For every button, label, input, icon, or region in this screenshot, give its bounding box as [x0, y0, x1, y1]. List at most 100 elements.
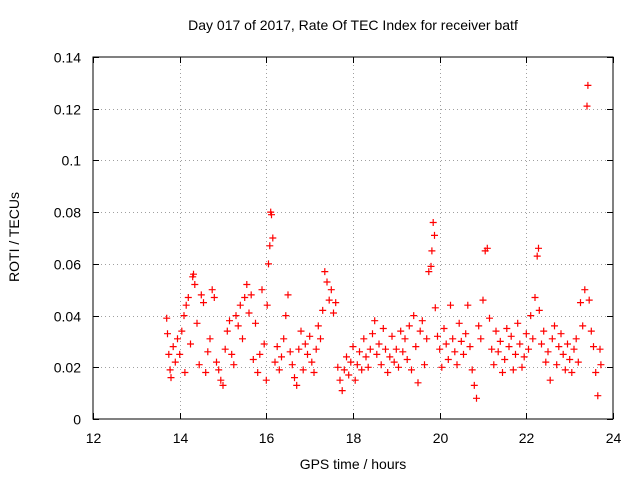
data-point [533, 252, 541, 260]
data-point [176, 350, 184, 358]
data-point [282, 312, 290, 320]
data-point [204, 348, 212, 356]
data-point [358, 366, 366, 374]
data-point [166, 366, 174, 374]
data-point [327, 286, 335, 294]
data-point [375, 340, 383, 348]
data-point [540, 327, 548, 335]
data-point [464, 301, 472, 309]
data-point [512, 350, 519, 358]
data-point [570, 345, 578, 353]
data-point [171, 358, 179, 366]
data-point [181, 369, 189, 376]
data-point [195, 361, 203, 369]
data-point [369, 330, 376, 338]
data-point [208, 286, 216, 294]
data-point [266, 242, 274, 250]
data-point [431, 304, 439, 312]
data-point [421, 361, 428, 369]
x-tick-label: 22 [519, 430, 535, 446]
data-point [457, 337, 465, 345]
x-tick-label: 12 [86, 430, 102, 446]
data-point [505, 343, 513, 351]
data-point [360, 335, 368, 343]
data-point [386, 353, 394, 361]
data-point [364, 363, 372, 371]
data-point [252, 319, 259, 327]
data-point [590, 343, 597, 351]
y-tick-label: 0.02 [54, 360, 81, 376]
data-point [577, 299, 584, 307]
data-point [559, 350, 567, 358]
data-point [535, 306, 543, 314]
grid [93, 57, 613, 419]
data-point [256, 350, 264, 358]
data-point [239, 335, 246, 343]
data-point [373, 350, 381, 358]
data-point [388, 332, 396, 340]
data-point [390, 358, 398, 366]
data-point [163, 314, 171, 322]
data-point [165, 350, 173, 358]
data-point [249, 356, 257, 363]
data-point [473, 394, 480, 402]
data-point [544, 348, 552, 356]
data-point [520, 353, 528, 361]
data-point [475, 322, 483, 330]
data-point [382, 345, 389, 353]
data-point [269, 234, 277, 242]
y-tick-label: 0.04 [54, 309, 81, 325]
data-point [232, 312, 240, 320]
data-point [395, 363, 402, 371]
data-point [470, 381, 478, 389]
data-point [403, 356, 411, 363]
data-point [529, 335, 537, 343]
data-point [514, 319, 522, 327]
data-point [460, 350, 467, 358]
data-point [436, 345, 444, 353]
data-point [453, 361, 461, 369]
data-point [275, 366, 283, 374]
data-point [223, 327, 231, 335]
data-point [265, 260, 272, 268]
data-point [468, 366, 476, 374]
data-point [366, 345, 374, 353]
data-point [202, 369, 210, 376]
data-point [164, 330, 171, 338]
data-point [490, 361, 498, 369]
data-point [522, 330, 530, 338]
data-point [280, 335, 288, 343]
data-point [561, 366, 569, 374]
data-point [260, 340, 268, 348]
data-point [399, 348, 407, 356]
x-tick-label: 24 [606, 430, 622, 446]
data-point [594, 392, 602, 400]
data-point [353, 361, 361, 369]
data-point [268, 211, 275, 219]
data-point [572, 335, 580, 343]
data-point [336, 376, 344, 384]
data-point [323, 278, 331, 286]
data-point [262, 376, 270, 384]
data-point [228, 350, 236, 358]
data-point [568, 369, 576, 376]
data-point [596, 345, 604, 353]
data-point [434, 332, 441, 340]
data-point [462, 330, 470, 338]
data-point [182, 301, 190, 309]
data-point [444, 356, 452, 363]
x-tick-label: 16 [259, 430, 275, 446]
data-point [579, 322, 587, 330]
data-point [190, 270, 197, 278]
data-point [351, 376, 359, 384]
data-point [451, 348, 459, 356]
data-point [184, 294, 192, 301]
data-point [496, 337, 504, 345]
data-point [486, 314, 493, 322]
data-point [494, 348, 502, 356]
data-point [345, 371, 353, 379]
data-point [431, 231, 438, 239]
data-point [516, 340, 524, 348]
data-point [304, 350, 311, 358]
